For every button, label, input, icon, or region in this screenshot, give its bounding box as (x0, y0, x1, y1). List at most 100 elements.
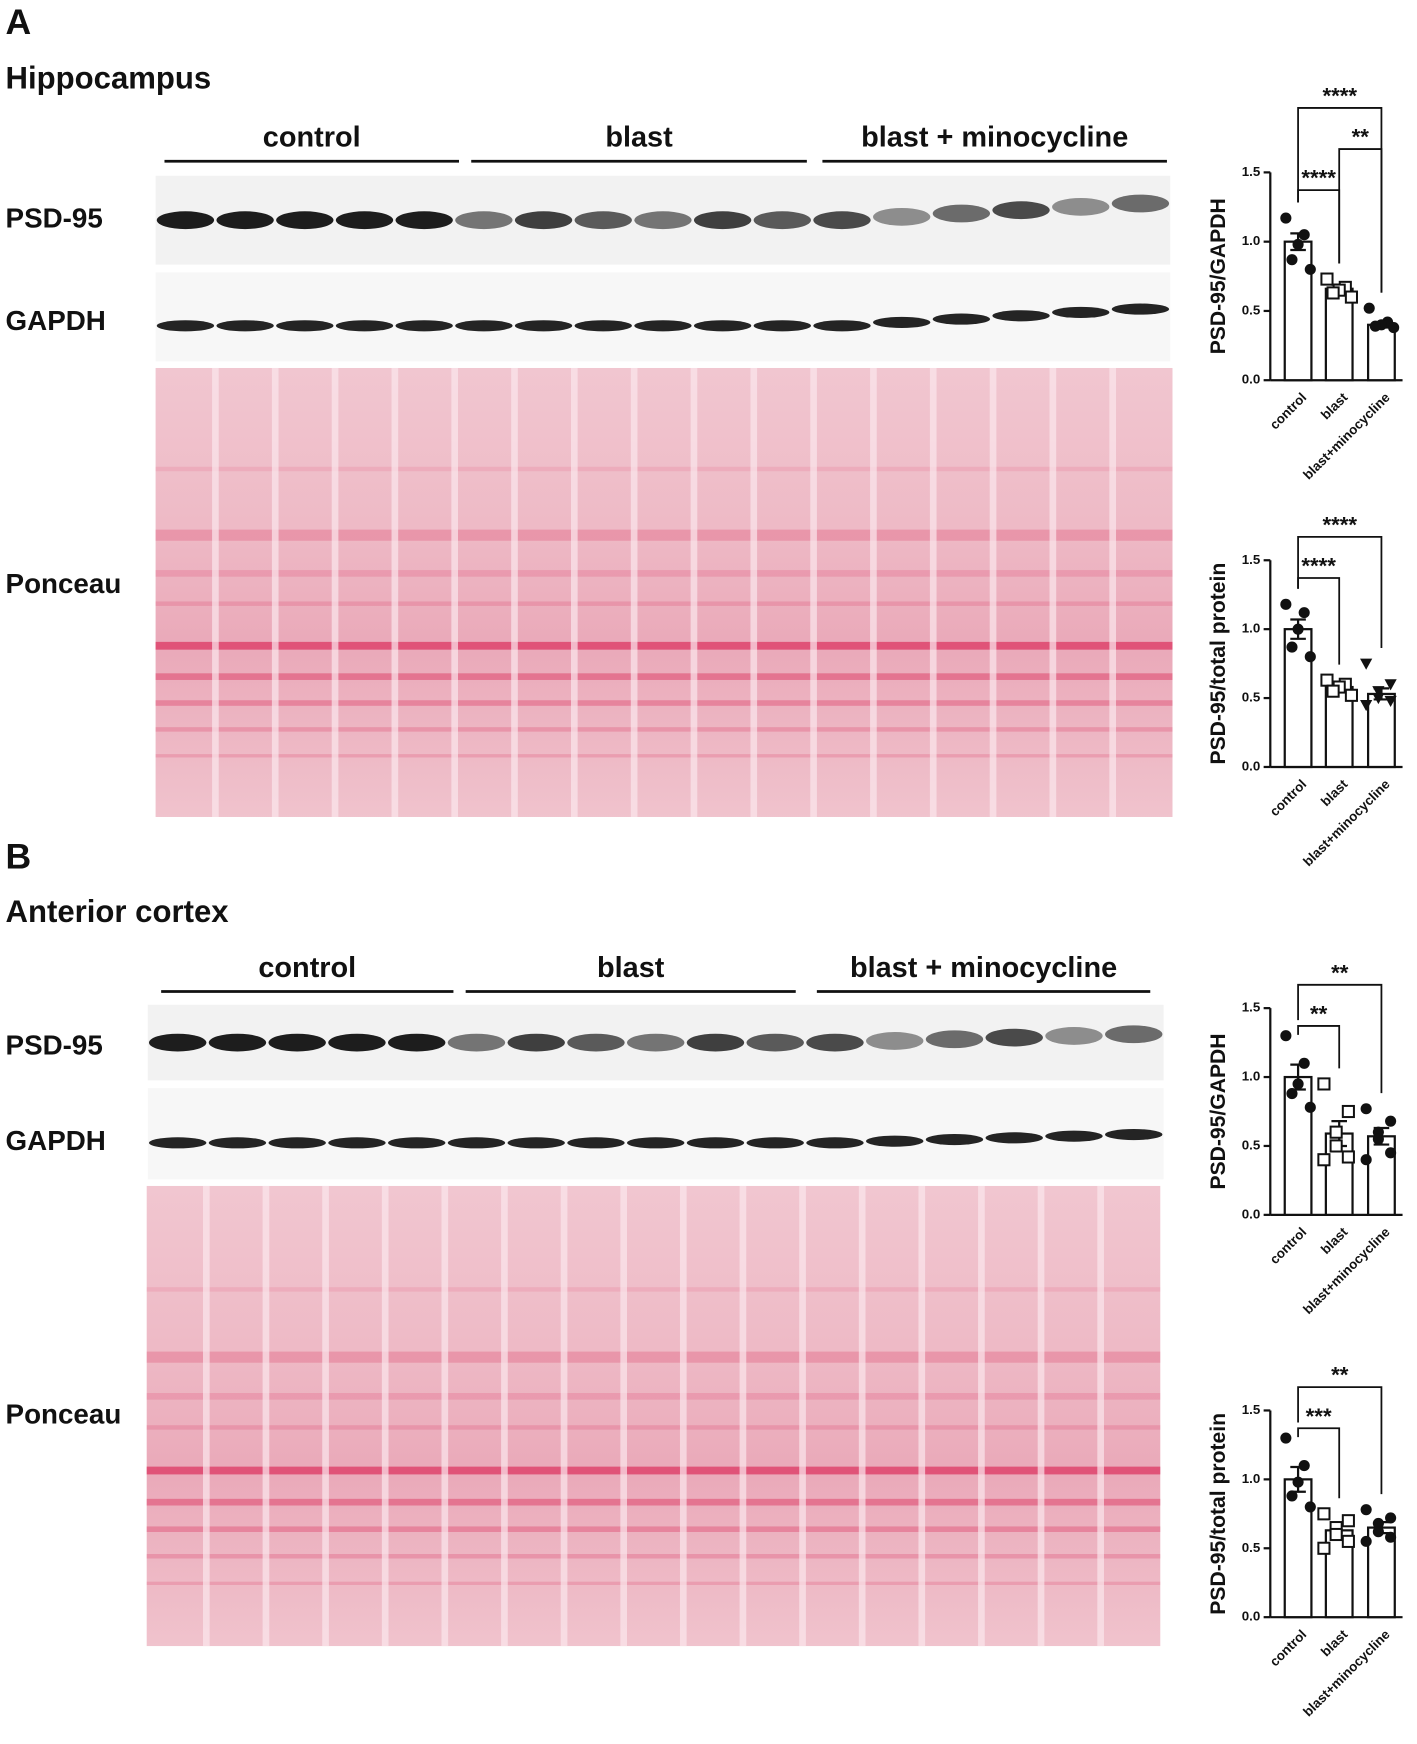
lane-gap (739, 1185, 747, 1647)
region-title: Anterior cortex (6, 894, 230, 929)
protein-band (208, 1033, 267, 1052)
ponceau-band (146, 1351, 1161, 1363)
ponceau-band (146, 1581, 1161, 1585)
lane-gap (391, 367, 399, 817)
data-point (1298, 1057, 1310, 1069)
data-point (1320, 272, 1334, 286)
protein-band (686, 1033, 745, 1052)
data-point (1286, 1490, 1298, 1502)
protein-band (455, 211, 513, 230)
blot-label: GAPDH (6, 305, 106, 336)
protein-band (567, 1033, 625, 1052)
y-tick-label: 1.0 (1242, 233, 1261, 248)
ponceau-band (155, 466, 1173, 472)
ponceau-band (146, 1554, 1161, 1559)
ponceau-band (155, 529, 1173, 541)
lane-gap (331, 367, 339, 817)
data-point (1280, 212, 1292, 224)
protein-band (813, 320, 871, 332)
protein-band (1052, 306, 1110, 318)
data-point (1360, 658, 1373, 670)
protein-band (216, 320, 274, 332)
data-point (1388, 322, 1400, 334)
data-point (1304, 263, 1316, 275)
data-point (1360, 1154, 1372, 1166)
protein-band (388, 1137, 446, 1149)
ponceau-band (155, 700, 1173, 706)
significance-bracket (1297, 983, 1383, 1094)
y-tick-label: 1.0 (1242, 1069, 1261, 1084)
y-tick-label: 1.0 (1242, 1471, 1261, 1486)
protein-band (567, 1137, 625, 1149)
protein-band (746, 1033, 804, 1052)
protein-band (813, 211, 871, 230)
lane-gap (441, 1185, 449, 1647)
lane-gap (451, 367, 459, 817)
protein-band (1052, 197, 1110, 216)
panel-letter: A (6, 2, 32, 42)
data-point (1280, 598, 1292, 610)
data-point (1317, 1077, 1331, 1091)
protein-band (985, 1132, 1043, 1144)
data-point (1280, 1030, 1292, 1042)
protein-band (1045, 1027, 1103, 1045)
panel-letter: B (6, 837, 32, 877)
data-point (1372, 1526, 1384, 1538)
data-point (1326, 684, 1340, 698)
data-point (1329, 1139, 1343, 1153)
protein-band (388, 1033, 446, 1052)
lane-gap (501, 1185, 508, 1647)
lane-gap (381, 1185, 389, 1647)
data-point (1329, 1527, 1343, 1542)
data-point (1372, 1133, 1384, 1145)
protein-band (395, 211, 453, 230)
protein-band (753, 320, 811, 332)
data-point (1344, 290, 1358, 304)
blot-label: PSD-95 (6, 203, 103, 234)
data-point (1292, 1078, 1304, 1090)
protein-band (992, 310, 1050, 322)
protein-band (208, 1137, 267, 1149)
y-tick-label: 1.0 (1242, 621, 1261, 636)
lane-gap (1049, 367, 1057, 817)
x-tick-label: blast (1318, 389, 1351, 422)
protein-band (627, 1033, 685, 1052)
data-point (1341, 1534, 1355, 1548)
ponceau-membrane (155, 367, 1173, 817)
data-point (1292, 623, 1304, 635)
protein-band (806, 1033, 864, 1052)
ponceau-band (146, 1287, 1161, 1292)
x-tick-label: control (1267, 390, 1310, 433)
protein-band (335, 320, 394, 332)
ponceau-band (146, 1466, 1161, 1475)
protein-band (216, 211, 274, 230)
group-label: blast (605, 122, 673, 154)
data-point (1341, 1514, 1355, 1528)
y-axis-label: PSD-95/GAPDH (1207, 198, 1230, 354)
lane-gap (810, 367, 817, 817)
lane-gap (322, 1185, 329, 1647)
group-label: blast + minocycline (861, 122, 1128, 154)
protein-band (634, 211, 692, 230)
data-point (1341, 1104, 1355, 1119)
data-point (1286, 1088, 1298, 1100)
significance-bracket (1338, 148, 1383, 293)
lane-gap (511, 367, 518, 817)
data-point (1385, 1115, 1397, 1127)
protein-band (328, 1137, 386, 1149)
y-tick-label: 1.5 (1242, 164, 1261, 179)
protein-band (149, 1033, 207, 1052)
protein-band (992, 201, 1050, 220)
significance-label: **** (1301, 166, 1336, 191)
significance-label: **** (1301, 554, 1336, 579)
lane-gap (870, 367, 877, 817)
protein-band (985, 1028, 1043, 1047)
data-point (1298, 229, 1310, 241)
data-point (1317, 1507, 1331, 1521)
data-point (1341, 1150, 1355, 1164)
data-point (1385, 1147, 1397, 1159)
protein-band (156, 320, 215, 332)
data-point (1304, 1501, 1316, 1513)
significance-bracket (1297, 1427, 1341, 1499)
data-point (1363, 302, 1375, 314)
